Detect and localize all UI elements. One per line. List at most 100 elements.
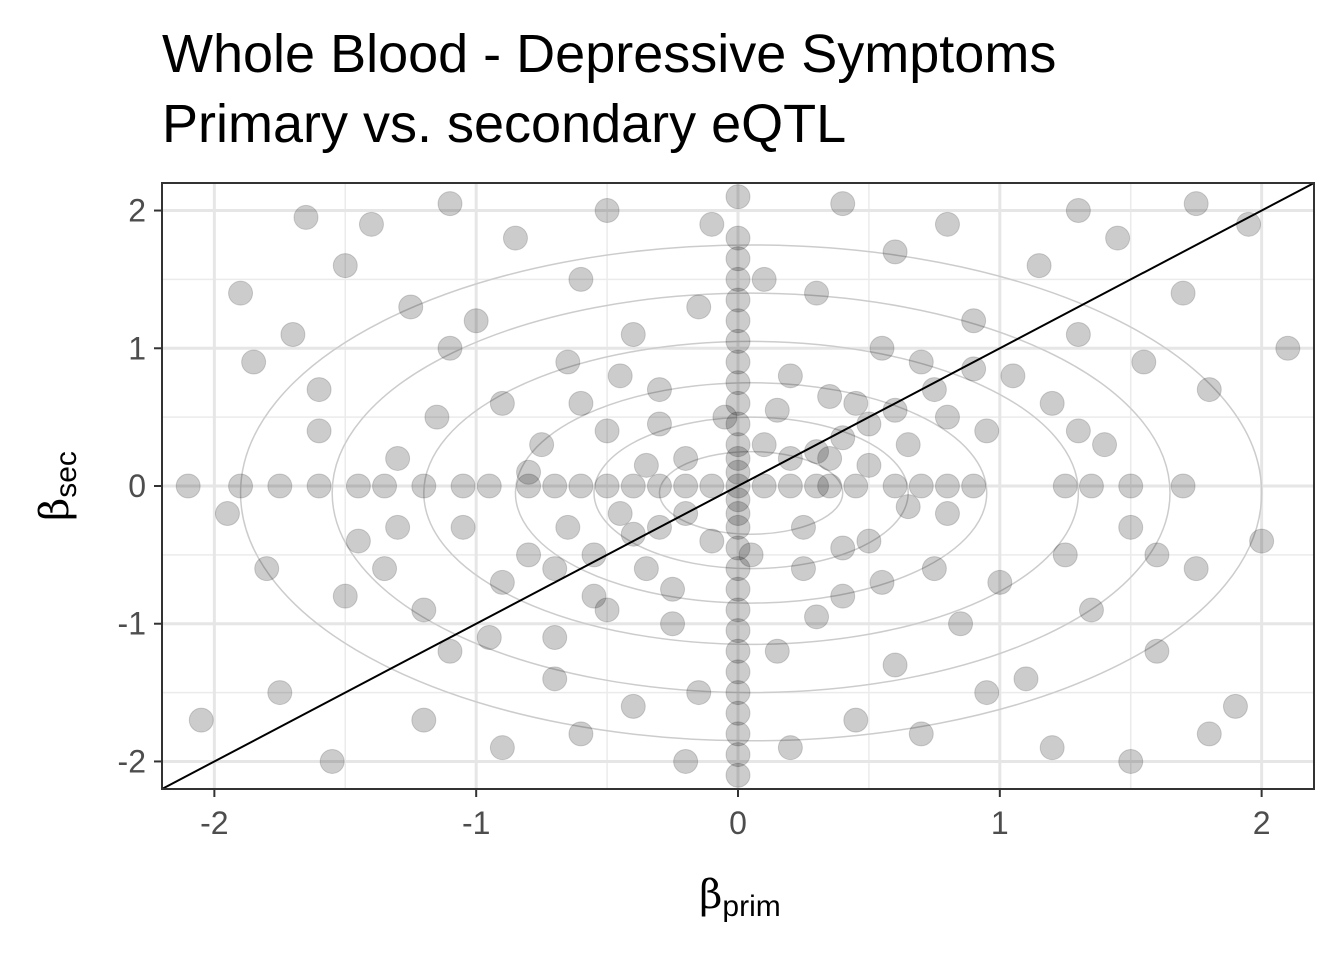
scatter-point	[961, 473, 987, 499]
y-tick-label: -2	[118, 743, 146, 779]
scatter-point	[712, 404, 738, 430]
scatter-point	[725, 576, 751, 602]
scatter-point	[358, 211, 384, 237]
scatter-point	[882, 652, 908, 678]
scatter-point	[267, 680, 293, 706]
scatter-point	[921, 377, 947, 403]
scatter-point	[1026, 253, 1052, 279]
scatter-point	[542, 473, 568, 499]
scatter-point	[542, 625, 568, 650]
scatter-point	[1118, 748, 1144, 774]
scatter-point	[908, 721, 934, 747]
scatter-point	[555, 349, 581, 375]
scatter-point	[502, 225, 528, 251]
density-contour	[658, 450, 844, 535]
y-tick-label: 2	[128, 193, 146, 229]
scatter-point	[725, 618, 751, 644]
scatter-point	[673, 748, 699, 774]
scatter-point	[725, 597, 751, 623]
scatter-point	[594, 198, 620, 224]
scatter-point	[516, 542, 542, 568]
scatter-point	[332, 583, 358, 609]
scatter-point	[1065, 322, 1091, 347]
scatter-point	[725, 742, 751, 768]
density-contour	[331, 292, 1171, 694]
scatter-point	[725, 370, 751, 396]
scatter-point	[620, 322, 646, 347]
scatter-point	[869, 335, 895, 361]
scatter-point	[908, 349, 934, 375]
scatter-point	[188, 707, 214, 733]
density-contours	[239, 244, 1263, 742]
density-contour	[423, 340, 1080, 646]
scatter-point	[725, 328, 751, 354]
y-axis-subscript: sec	[50, 451, 83, 498]
points-layer	[175, 184, 1301, 788]
scatter-point	[581, 583, 607, 609]
scatter-point	[594, 418, 620, 444]
scatter-point	[1183, 556, 1209, 582]
scatter-point	[241, 349, 267, 375]
scatter-point	[725, 459, 751, 485]
scatter-point	[489, 390, 515, 416]
scatter-point	[777, 735, 803, 761]
scatter-point	[725, 390, 751, 416]
scatter-point	[372, 556, 398, 582]
scatter-point	[633, 452, 659, 478]
y-axis-symbol: β	[32, 498, 78, 521]
scatter-point	[1052, 542, 1078, 568]
scatter-point	[646, 411, 672, 437]
scatter-point	[476, 625, 502, 650]
scatter-point	[214, 501, 240, 527]
scatter-point	[908, 473, 934, 499]
scatter-point	[450, 514, 476, 540]
scatter-point	[725, 411, 751, 437]
plot-panel	[161, 182, 1315, 790]
scatter-point	[372, 473, 398, 499]
scatter-point	[830, 583, 856, 609]
scatter-point	[804, 473, 830, 499]
scatter-point	[725, 184, 751, 210]
scatter-point	[934, 473, 960, 499]
chart-title-line-1: Whole Blood - Depressive Symptoms	[162, 24, 1056, 84]
scatter-point	[725, 225, 751, 251]
scatter-point	[1039, 390, 1065, 416]
scatter-point	[843, 707, 869, 733]
scatter-point	[725, 556, 751, 582]
scatter-point	[673, 473, 699, 499]
scatter-point	[804, 439, 830, 465]
x-axis-symbol: β	[699, 872, 722, 918]
density-contour	[514, 381, 988, 604]
scatter-point	[673, 445, 699, 471]
scatter-point	[424, 404, 450, 430]
scatter-point	[830, 425, 856, 451]
scatter-point	[411, 597, 437, 623]
scatter-point	[751, 473, 777, 499]
scatter-point	[332, 253, 358, 279]
scatter-point	[1105, 225, 1131, 251]
scatter-point	[293, 204, 319, 230]
scatter-point	[1118, 514, 1144, 540]
scatter-point	[254, 556, 280, 582]
scatter-point	[542, 556, 568, 582]
scatter-point	[1039, 735, 1065, 761]
scatter-point	[607, 501, 633, 527]
scatter-point	[699, 211, 725, 237]
scatter-point	[843, 473, 869, 499]
scatter-point	[306, 377, 332, 403]
scatter-point	[882, 239, 908, 265]
scatter-point	[568, 721, 594, 747]
scatter-point	[856, 411, 882, 437]
reference-line-y-equals-x	[161, 182, 1315, 790]
scatter-point	[725, 287, 751, 313]
y-tick-label: 1	[128, 330, 146, 366]
scatter-point	[725, 246, 751, 272]
scatter-point	[529, 432, 555, 458]
y-tick-label: -1	[118, 606, 146, 642]
scatter-point	[882, 397, 908, 423]
scatter-point	[686, 680, 712, 706]
scatter-point	[437, 335, 463, 361]
scatter-point	[385, 514, 411, 540]
scatter-point	[1236, 211, 1262, 237]
